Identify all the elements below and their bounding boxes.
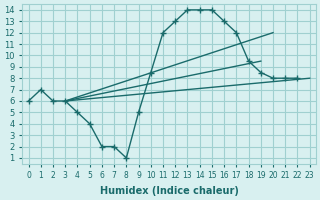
X-axis label: Humidex (Indice chaleur): Humidex (Indice chaleur)	[100, 186, 239, 196]
